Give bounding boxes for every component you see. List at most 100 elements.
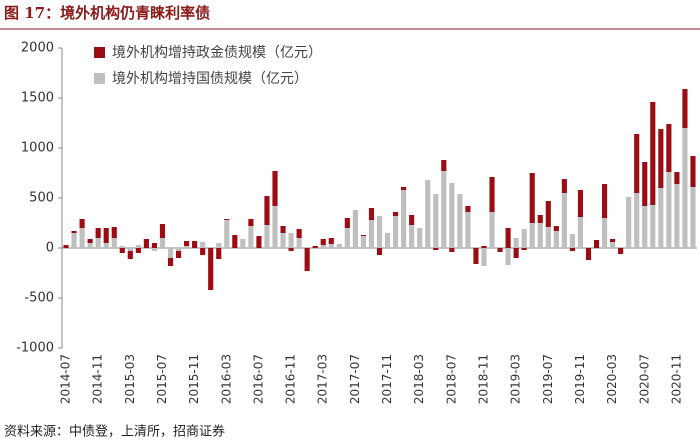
y-tick-label: 2000 — [21, 41, 54, 56]
bar-segment — [304, 248, 310, 271]
bar-segment — [103, 228, 109, 243]
bar-segment — [288, 233, 294, 248]
bar-segment — [489, 177, 495, 212]
bar-segment — [690, 156, 696, 187]
bar-segment — [610, 242, 616, 248]
bar-segment — [561, 193, 567, 248]
bar-segment — [248, 226, 254, 248]
bar-segment — [208, 248, 214, 290]
legend-label: 境外机构增持政金债规模（亿元） — [112, 45, 322, 61]
x-tick-label: 2019-03 — [509, 354, 523, 404]
bar-segment — [344, 218, 350, 228]
bar-segment — [87, 243, 93, 248]
bar-segment — [167, 248, 174, 258]
bar-segment — [175, 251, 182, 258]
bar-segment — [569, 234, 575, 248]
bar-segment — [481, 248, 487, 266]
x-tick-label: 2017-03 — [316, 354, 330, 404]
x-tick-label: 2018-07 — [444, 354, 458, 404]
bar-segment — [384, 233, 391, 248]
bar-segment — [618, 248, 624, 254]
bar-segment — [368, 208, 375, 220]
x-tick-label: 2018-11 — [476, 354, 490, 404]
x-tick-label: 2016-11 — [284, 354, 298, 404]
bar-segment — [674, 184, 680, 248]
bar-segment — [360, 235, 366, 236]
bar-segment — [344, 228, 350, 248]
bar-segment — [473, 248, 479, 264]
bar-segment — [513, 248, 519, 258]
bar-segment — [601, 184, 608, 218]
bar-segment — [545, 201, 551, 227]
bar-segment — [425, 180, 431, 248]
bar-segment — [513, 238, 519, 248]
bar-segment — [376, 248, 383, 255]
bar-segment — [119, 246, 125, 248]
bar-segment — [232, 235, 238, 248]
bar-segment — [537, 223, 543, 248]
bar-segment — [537, 215, 543, 223]
source-note: 资料来源：中债登，上清所，招商证券 — [4, 424, 225, 440]
bar-segment — [192, 241, 198, 248]
bar-segment — [328, 244, 334, 248]
bar-segment — [505, 228, 511, 248]
x-tick-label: 2017-11 — [380, 354, 394, 404]
bar-segment — [682, 128, 688, 248]
legend-swatch — [94, 47, 105, 58]
bar-segment — [256, 236, 262, 248]
bar-segment — [449, 248, 455, 252]
bar-segment — [393, 216, 399, 248]
bar-segment — [95, 238, 101, 248]
bar-segment — [71, 231, 77, 233]
bar-segment — [368, 220, 375, 248]
x-tick-label: 2016-07 — [251, 354, 265, 404]
x-tick-label: 2016-03 — [219, 354, 233, 404]
x-tick-label: 2014-07 — [59, 354, 73, 404]
bar-segment — [553, 226, 559, 231]
bar-segment — [360, 236, 366, 248]
bar-segment — [216, 248, 222, 259]
bar-segment — [224, 220, 230, 248]
legend-label: 境外机构增持国债规模（亿元） — [112, 71, 308, 87]
y-tick-label: 1500 — [21, 91, 54, 106]
bar-segment — [167, 258, 174, 266]
bar-segment — [175, 248, 182, 251]
bar-segment — [561, 179, 567, 193]
x-tick-label: 2015-11 — [187, 354, 201, 404]
bar-segment — [634, 193, 640, 248]
bar-segment — [143, 239, 149, 248]
bar-segment — [401, 187, 407, 190]
y-tick-label: -1000 — [16, 341, 54, 356]
x-tick-label: 2015-03 — [123, 354, 137, 404]
bar-segment — [650, 102, 656, 205]
bar-segment — [441, 160, 447, 171]
bar-segment — [682, 89, 688, 128]
bar-segment — [497, 248, 503, 252]
bar-segment — [441, 171, 447, 248]
bar-segment — [658, 188, 664, 248]
bar-segment — [642, 162, 648, 206]
x-tick-label: 2019-11 — [573, 354, 587, 404]
y-tick-label: 500 — [29, 191, 54, 206]
bar-segment — [553, 231, 559, 248]
bar-segment — [151, 243, 158, 248]
bar-segment — [79, 219, 85, 228]
bar-segment — [280, 233, 286, 248]
bar-segment — [601, 218, 608, 248]
bar-segment — [288, 248, 294, 251]
bar-segment — [127, 248, 133, 251]
chart-title: 图 17：境外机构仍青睐利率债 — [4, 4, 210, 22]
bar-segment — [457, 194, 463, 248]
bar-segment — [529, 223, 535, 248]
bar-segment — [79, 228, 85, 248]
y-tick-label: 0 — [46, 241, 54, 256]
bar-segment — [666, 124, 672, 172]
x-tick-label: 2020-11 — [669, 354, 683, 404]
bar-segment — [569, 248, 575, 251]
bar-segment — [489, 212, 495, 248]
bar-segment — [135, 248, 141, 253]
bar-segment — [336, 244, 342, 248]
bar-segment — [481, 246, 487, 248]
bar-segment — [71, 233, 77, 248]
